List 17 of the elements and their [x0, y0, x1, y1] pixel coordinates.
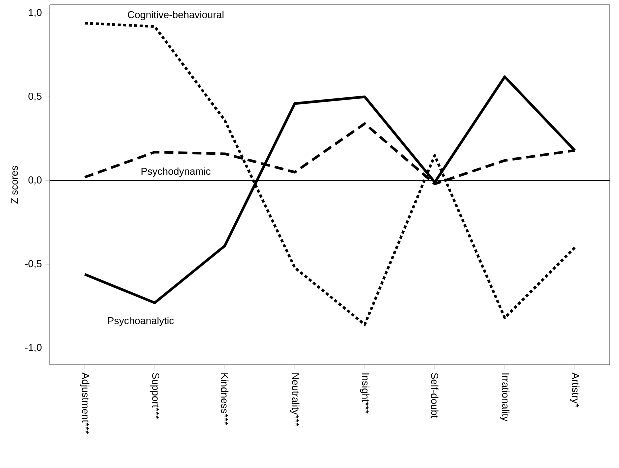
- x-tick-label: Irrationality: [500, 374, 510, 422]
- series-label: Psychodynamic: [142, 168, 211, 178]
- y-tick-label: 0,5: [28, 92, 42, 102]
- x-tick-label: Artistry*: [570, 372, 580, 408]
- x-tick-label: Support***: [150, 373, 160, 420]
- y-tick-label: 1,0: [29, 9, 42, 18]
- x-tick-label: Neutrality***: [290, 374, 300, 427]
- series-label: Cognitive-behavioural: [128, 11, 224, 20]
- x-tick-label: Self-doubt: [431, 373, 439, 418]
- y-axis-title: Z scores: [11, 166, 18, 204]
- y-tick-label: -1,0: [25, 344, 42, 352]
- x-tick-label: Kindness***: [221, 374, 229, 426]
- y-tick-label: -0,5: [25, 260, 42, 269]
- x-tick-label: Insight***: [360, 374, 370, 414]
- x-tick-label: Adjustment***: [80, 372, 90, 434]
- text: Psychoanalytic: [108, 317, 174, 326]
- y-tick-label: 0,0: [28, 176, 42, 185]
